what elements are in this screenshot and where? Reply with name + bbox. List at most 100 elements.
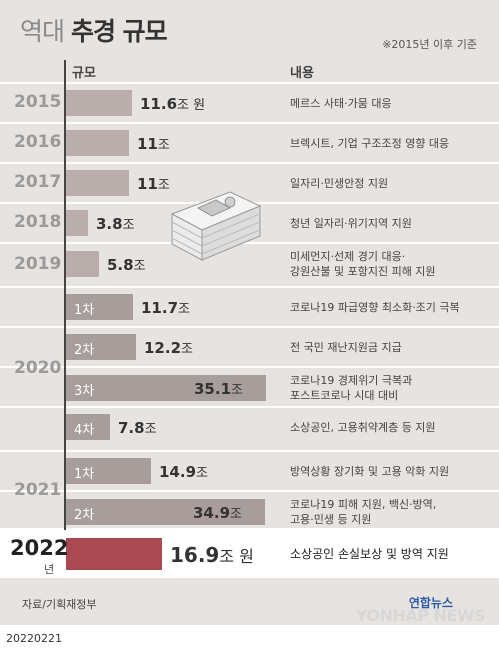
value-number: 11	[137, 135, 158, 153]
value-label: 11.6조 원	[140, 94, 205, 113]
value-number: 16.9	[170, 543, 220, 567]
axis-line	[64, 60, 66, 530]
value-number: 7.8	[118, 419, 145, 437]
yonhap-logo-korean: 연합뉴스	[408, 596, 453, 610]
value-label: 7.8조	[118, 418, 157, 437]
value-unit: 조	[157, 138, 170, 153]
value-label: 16.9조 원	[170, 543, 254, 567]
value-number: 11	[137, 175, 158, 193]
value-label: 11조	[137, 174, 170, 193]
bar-2015	[66, 90, 132, 116]
money-stack-icon	[170, 191, 262, 261]
bar-2017	[66, 170, 129, 196]
value-unit: 조 원	[177, 98, 206, 113]
title-prefix: 역대	[20, 17, 65, 46]
description-line: 브렉시트, 기업 구조조정 영향 대응	[290, 136, 450, 150]
row-description: 메르스 사태·가뭄 대응	[290, 96, 392, 111]
row-description: 전 국민 재난지원금 지급	[290, 340, 402, 355]
year-label-2018: 2018	[14, 212, 62, 232]
description-line: 메르스 사태·가뭄 대응	[290, 96, 392, 110]
row-description: 브렉시트, 기업 구조조정 영향 대응	[290, 136, 449, 151]
sub-round-label: 3차	[74, 384, 95, 399]
description-line: 코로나19 파급영향 최소화·조기 극복	[290, 300, 460, 314]
description-line: 청년 일자리·위기지역 지원	[290, 216, 412, 230]
sub-round-label: 2차	[74, 343, 95, 358]
sub-round-label: 2차	[74, 508, 95, 523]
year-label-2017: 2017	[14, 172, 62, 192]
value-label: 11.7조	[141, 298, 190, 317]
bar-2022	[66, 538, 162, 570]
value-unit: 조	[231, 383, 243, 398]
row-separator	[0, 490, 499, 492]
value-label: 14.9조	[159, 462, 208, 481]
year-label-2020: 2020	[14, 358, 62, 378]
value-number: 14.9	[159, 463, 197, 481]
source-note: 자료/기획재정부	[22, 598, 97, 611]
year-label-2016: 2016	[14, 132, 62, 152]
row-separator	[0, 122, 499, 124]
value-unit: 조	[144, 422, 157, 437]
year-label-2021: 2021	[14, 480, 62, 500]
bar-2021-2차	[66, 499, 265, 525]
row-description: 소상공인, 고용취약계층 등 지원	[290, 420, 436, 435]
sub-round-label: 1차	[74, 303, 95, 318]
chart-title: 역대 추경 규모	[20, 12, 168, 48]
description-line: 강원산불 및 포항지진 피해 지원	[290, 265, 436, 278]
description-line: 코로나19 경제위기 극복과	[290, 374, 413, 387]
row-description: 방역상황 장기화 및 고용 악화 지원	[290, 464, 449, 479]
year-suffix: 년	[44, 563, 55, 576]
value-label: 5.8조	[107, 255, 146, 274]
row-description: 미세먼지·선제 경기 대응· 강원산불 및 포항지진 피해 지원	[290, 249, 436, 279]
description-line: 전 국민 재난지원금 지급	[290, 340, 402, 354]
description-line: 소상공인 손실보상 및 방역 지원	[290, 546, 449, 561]
row-separator	[0, 326, 499, 328]
row-separator	[0, 406, 499, 408]
value-number: 11.6	[140, 95, 178, 113]
description-line: 미세먼지·선제 경기 대응·	[290, 250, 406, 263]
row-separator	[0, 286, 499, 288]
bar-2018	[66, 210, 88, 236]
value-unit: 조	[122, 218, 135, 233]
year-label-2015: 2015	[14, 92, 62, 112]
value-number: 34.9	[193, 504, 231, 522]
bar-2020-4차	[66, 414, 110, 440]
value-label: 35.1조	[194, 379, 243, 398]
value-unit: 조	[157, 178, 170, 193]
row-separator	[0, 366, 499, 368]
bar-2019	[66, 251, 99, 277]
description-line: 코로나19 피해 지원, 백신·방역,	[290, 498, 437, 511]
value-unit: 조	[196, 466, 208, 481]
value-unit: 조	[181, 342, 193, 357]
value-unit: 조	[133, 259, 146, 274]
row-description: 코로나19 파급영향 최소화·조기 극복	[290, 300, 460, 315]
row-separator	[0, 242, 499, 244]
value-label: 12.2조	[144, 338, 193, 357]
publish-date: 20220221	[6, 632, 62, 645]
value-label: 11조	[137, 134, 170, 153]
year-label-2019: 2019	[14, 254, 62, 274]
value-label: 34.9조	[193, 503, 242, 522]
bar-2021-1차	[66, 458, 151, 484]
description-line: 포스트코로나 시대 대비	[290, 389, 399, 402]
value-number: 35.1	[194, 380, 232, 398]
value-number: 12.2	[144, 339, 182, 357]
row-separator	[0, 162, 499, 164]
basis-note: ※2015년 이후 기준	[382, 38, 477, 51]
value-number: 3.8	[96, 215, 123, 233]
value-unit: 조	[178, 302, 190, 317]
bar-2016	[66, 130, 129, 156]
bar-2020-1차	[66, 294, 133, 320]
description-line: 소상공인, 고용취약계층 등 지원	[290, 420, 436, 434]
yonhap-logo-english: YONHAP NEWS	[355, 606, 486, 625]
description-line: 일자리·민생안정 지원	[290, 176, 389, 190]
row-description: 청년 일자리·위기지역 지원	[290, 216, 412, 231]
value-number: 5.8	[107, 256, 134, 274]
sub-round-label: 1차	[74, 467, 95, 482]
value-unit: 조	[230, 507, 242, 522]
value-unit: 조 원	[219, 547, 254, 566]
value-number: 11.7	[141, 299, 179, 317]
description-line: 방역상황 장기화 및 고용 악화 지원	[290, 464, 450, 478]
row-separator	[0, 82, 499, 84]
row-description: 소상공인 손실보상 및 방역 지원	[290, 547, 449, 562]
